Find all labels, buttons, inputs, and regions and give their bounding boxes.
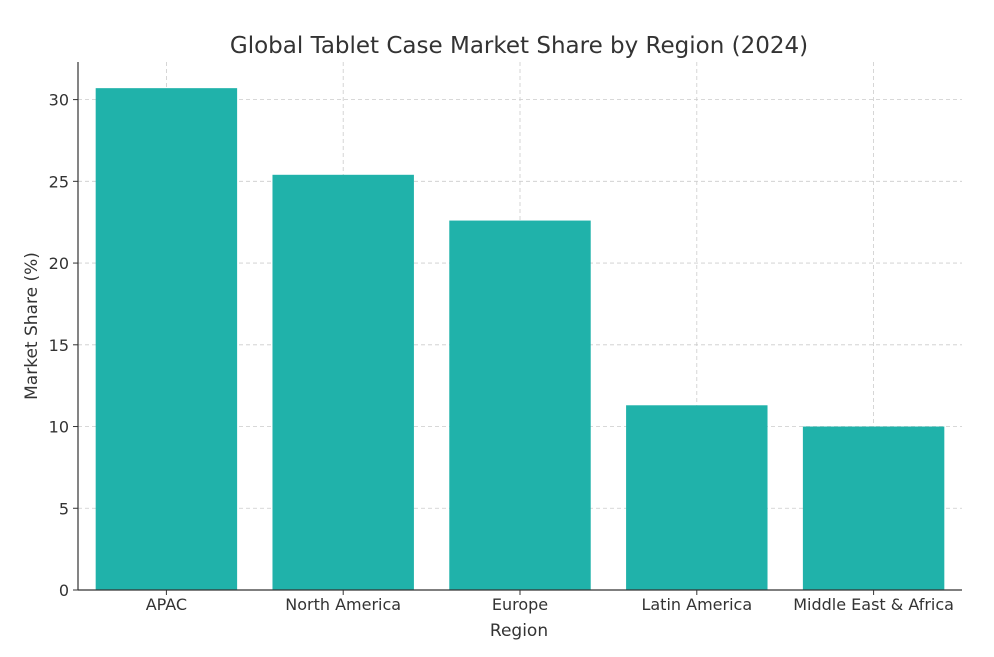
x-tick-label: Middle East & Africa (793, 595, 954, 614)
y-tick-label: 0 (59, 581, 69, 600)
bar-europe (449, 220, 591, 590)
x-axis-label: Region (490, 621, 548, 641)
x-axis-ticks: APAC North America Europe Latin America Midd… (146, 590, 954, 614)
y-tick-label: 25 (49, 172, 69, 191)
y-tick-label: 5 (59, 499, 69, 518)
x-tick-label: North America (285, 595, 401, 614)
x-tick-label: Europe (492, 595, 548, 614)
y-axis-label: Market Share (%) (22, 252, 42, 400)
y-tick-label: 10 (49, 418, 69, 437)
bar-latin-america (626, 405, 768, 590)
y-tick-label: 30 (49, 91, 69, 110)
bar-north-america (272, 174, 414, 590)
y-tick-label: 15 (49, 336, 69, 355)
y-tick-label: 20 (49, 254, 69, 273)
bars (95, 88, 945, 591)
x-tick-label: Latin America (641, 595, 752, 614)
bar-apac (95, 88, 238, 591)
chart-title: Global Tablet Case Market Share by Regio… (230, 33, 808, 59)
bar-middle-east-africa (802, 426, 945, 590)
x-tick-label: APAC (146, 595, 187, 614)
y-axis-ticks: 0 5 10 15 20 25 30 (49, 91, 78, 600)
